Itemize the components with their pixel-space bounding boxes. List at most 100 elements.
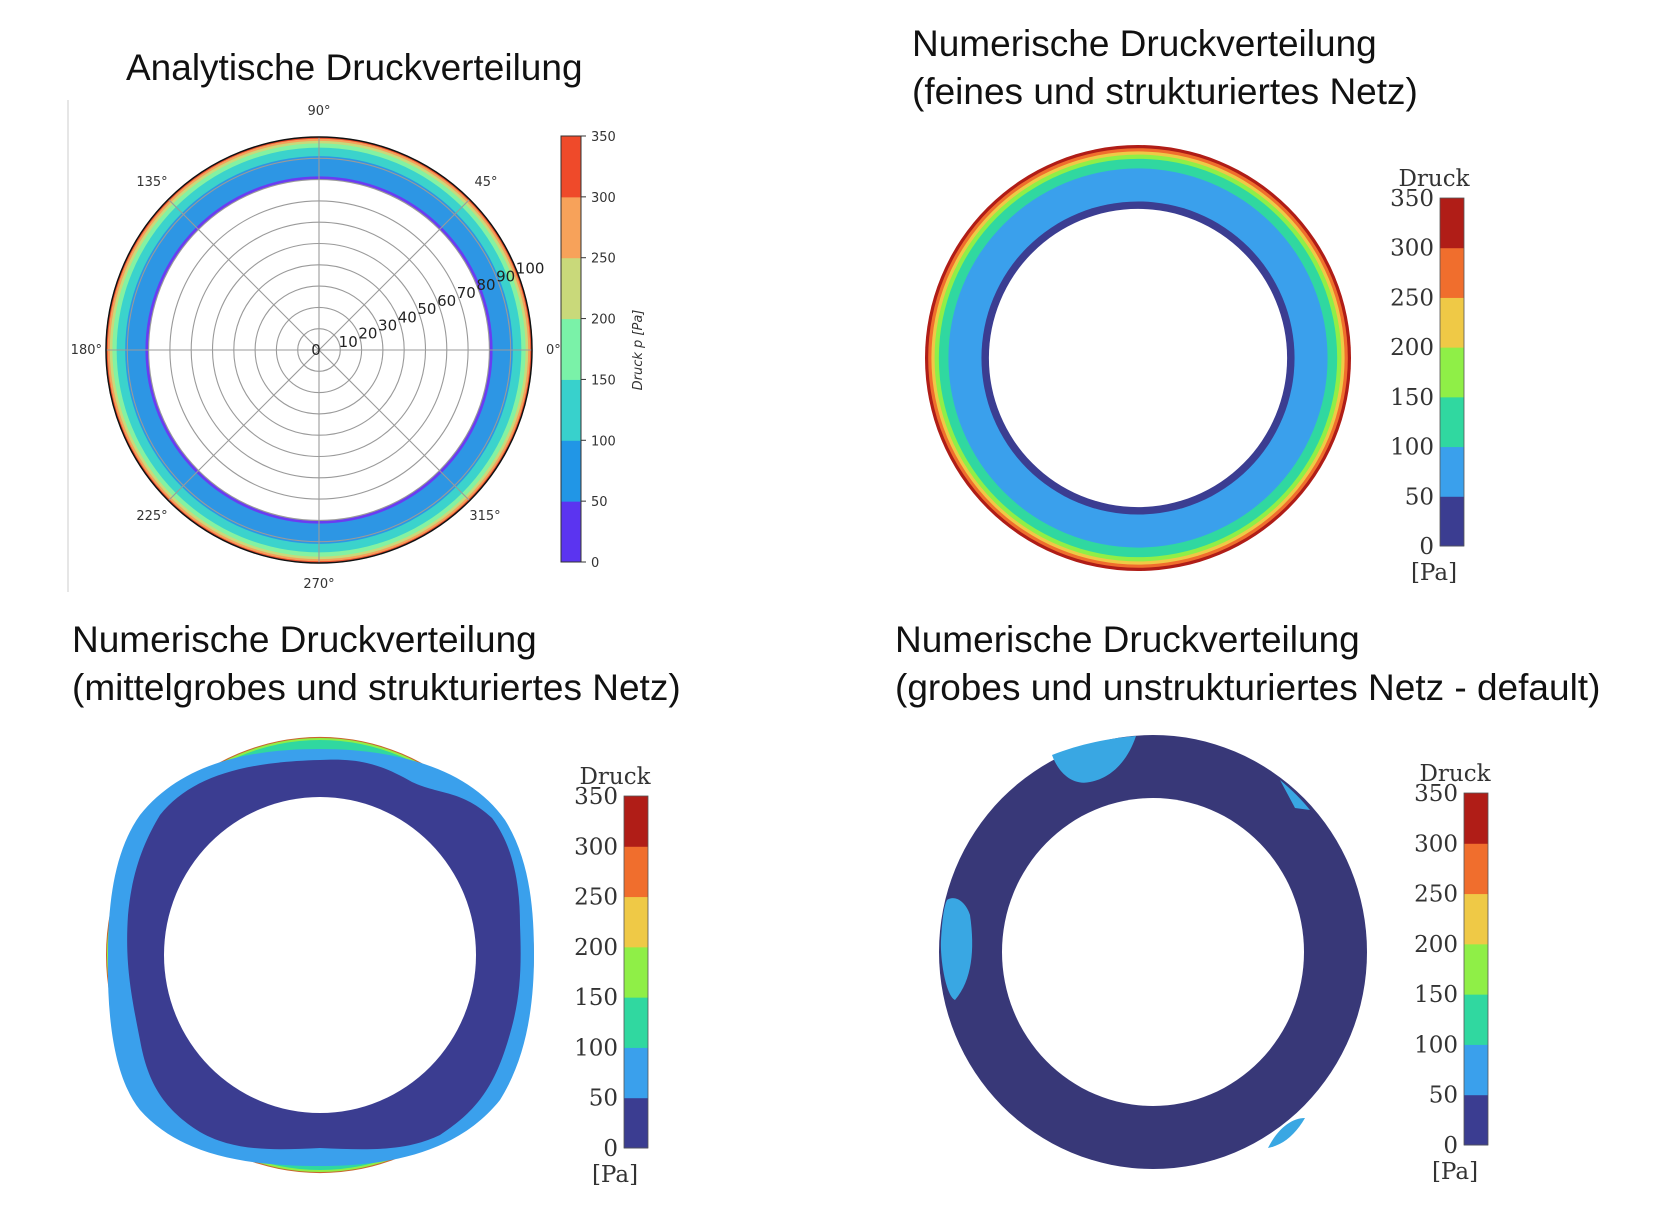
medium-mesh-title-line1: Numerische Druckverteilung [72, 619, 537, 660]
coarse-inner-hole [1002, 798, 1304, 1106]
colorbar-segment [624, 997, 648, 1048]
colorbar-segment [1464, 843, 1488, 895]
colorbar-tick-label: 300 [591, 191, 616, 206]
colorbar-tick-label: 100 [1390, 435, 1434, 461]
radial-tick-label: 30 [378, 317, 397, 335]
angle-label-180: 180° [71, 343, 102, 358]
colorbar-frame [560, 135, 582, 563]
analytic-polar-outline [105, 136, 533, 564]
colorbar-tick-label: 50 [591, 495, 608, 510]
fine-mesh-title-line2: (feines und strukturiertes Netz) [912, 71, 1418, 112]
colorbar-tick-label: 300 [574, 834, 618, 860]
colorbar-tick-label: 300 [1414, 831, 1458, 857]
colorbar-tick-label: 150 [1390, 385, 1434, 411]
colorbar-segment [624, 846, 648, 898]
analytic-colorbar-label: Druck p [Pa] [631, 310, 646, 391]
angle-label-0: 0° [546, 343, 561, 358]
angular-grid-line [318, 349, 471, 502]
coarse-patch-top-right [1280, 780, 1310, 810]
colorbar-tick-label: 0 [1419, 534, 1434, 560]
colorbar-segment [561, 379, 581, 441]
colorbar-tick-label: 150 [1414, 982, 1458, 1008]
colorbar-tick-label: 250 [1414, 882, 1458, 908]
colorbar-segment [561, 318, 581, 380]
colorbar-segment [561, 196, 581, 259]
angular-grid-line [167, 349, 320, 502]
colorbar-tick-label: 200 [1414, 932, 1458, 958]
colorbar-tick-label: 50 [589, 1086, 618, 1112]
colorbar-frame [623, 795, 649, 1149]
colorbar-segment [1464, 793, 1488, 844]
coarse-patch-top-left [1052, 736, 1136, 783]
colorbar-tick-label: 350 [574, 784, 618, 810]
medium-inner-hole [164, 797, 476, 1113]
angle-label-135: 135° [136, 175, 167, 190]
colorbar-tick-label: 50 [1429, 1083, 1458, 1109]
colorbar-title: Druck [1419, 761, 1491, 787]
colorbar-tick-label: 250 [574, 885, 618, 911]
colorbar-tick-label: 0 [1443, 1133, 1458, 1159]
colorbar-tick-label: 200 [574, 935, 618, 961]
radial-tick-label: 100 [516, 259, 545, 277]
colorbar-segment [1464, 943, 1488, 995]
colorbar-frame [1439, 197, 1465, 547]
fine-inner-hole [988, 208, 1288, 508]
analytic-angle-labels: 90° 45° 0° 315° 270° 225° 180° 135° [71, 104, 561, 592]
colorbar-segment [1464, 1094, 1488, 1146]
colorbar-segment [1440, 297, 1464, 348]
medium-mesh-title-line2: (mittelgrobes und strukturiertes Netz) [72, 667, 681, 708]
colorbar-segment [1440, 396, 1464, 448]
colorbar-segment [1440, 198, 1464, 249]
analytic-title: Analytische Druckverteilung [126, 47, 583, 88]
analytic-colorbar: 0 50 100 150 200 250 300 350 [560, 130, 616, 571]
coarse-patch-left [940, 898, 973, 1000]
colorbar-segment [561, 440, 581, 502]
radial-tick-label: 60 [437, 292, 456, 310]
colorbar-segment [1440, 496, 1464, 547]
coarse-patch-bottom-right [1268, 1118, 1305, 1148]
colorbar-tick-label: 100 [574, 1035, 618, 1061]
angle-label-315: 315° [469, 509, 500, 524]
colorbar-unit: [Pa] [592, 1162, 638, 1188]
colorbar-segment [624, 1047, 648, 1099]
colorbar-tick-label: 150 [574, 985, 618, 1011]
colorbar-segment [624, 896, 648, 948]
colorbar-segment [1464, 994, 1488, 1045]
angular-grid-line [167, 198, 320, 351]
colorbar-tick-label: 150 [591, 373, 616, 388]
angle-label-225: 225° [136, 509, 167, 524]
angle-label-270: 270° [303, 577, 334, 592]
colorbar-frame [1463, 792, 1489, 1146]
fine-mesh-bands [925, 145, 1351, 571]
analytic-radial-tick-labels: 0 10 20 30 40 50 60 70 80 90 100 [311, 259, 544, 359]
colorbar-tick-label: 0 [603, 1136, 618, 1162]
colorbar-segment [1440, 446, 1464, 497]
colorbar-tick-label: 100 [591, 434, 616, 449]
radial-tick-label: 20 [358, 325, 377, 343]
colorbar-tick-label: 300 [1390, 236, 1434, 262]
colorbar-tick-label: 50 [1405, 484, 1434, 510]
fine-mesh-title-line1: Numerische Druckverteilung [912, 23, 1377, 64]
colorbar-segment [561, 136, 581, 198]
colorbar-segment [1440, 247, 1464, 298]
colorbar-segment [1464, 893, 1488, 945]
radial-tick-label: 0 [311, 341, 321, 359]
colorbar-segment [561, 501, 581, 563]
angular-grid-line [318, 198, 471, 351]
radial-tick-label: 50 [417, 300, 436, 318]
radial-tick-label: 70 [457, 284, 476, 302]
radial-tick-label: 40 [398, 308, 417, 326]
radial-tick-label: 90 [496, 268, 515, 286]
colorbar-segment [1464, 1044, 1488, 1096]
colorbar-segment [561, 257, 581, 320]
angle-label-90: 90° [307, 104, 330, 119]
coarse-mesh-title-line2: (grobes und unstrukturiertes Netz - defa… [895, 667, 1601, 708]
colorbar-unit: [Pa] [1432, 1159, 1478, 1185]
colorbar-tick-label: 100 [1414, 1032, 1458, 1058]
